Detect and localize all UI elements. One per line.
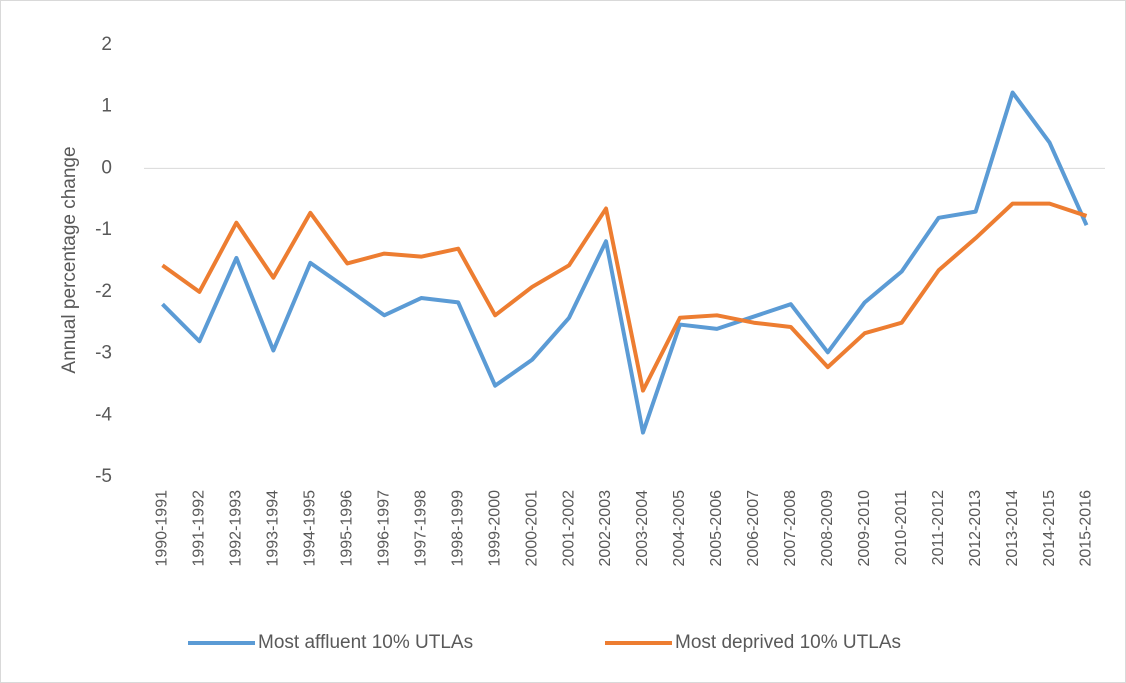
y-tick-label: -5 bbox=[95, 466, 112, 487]
x-tick-label: 2012-2013 bbox=[967, 490, 984, 567]
y-tick-label: -2 bbox=[95, 281, 112, 302]
x-tick-label: 1998-1999 bbox=[449, 490, 466, 567]
x-tick-label: 2006-2007 bbox=[745, 490, 762, 567]
y-tick-label: 0 bbox=[101, 157, 112, 178]
x-tick-label: 2002-2003 bbox=[597, 490, 614, 567]
x-tick-label: 2011-2012 bbox=[930, 490, 947, 565]
y-tick-label: 1 bbox=[101, 96, 112, 117]
x-tick-label: 1994-1995 bbox=[302, 490, 319, 567]
legend-label: Most deprived 10% UTLAs bbox=[675, 632, 901, 653]
line-series bbox=[161, 90, 1089, 435]
x-tick-label: 2009-2010 bbox=[856, 490, 873, 567]
x-tick-label: 1995-1996 bbox=[339, 490, 356, 567]
x-tick-label: 2007-2008 bbox=[782, 490, 799, 567]
x-tick-label: 1997-1998 bbox=[412, 490, 429, 567]
x-tick-label: 2008-2009 bbox=[819, 490, 836, 567]
x-tick-label: 1999-2000 bbox=[486, 490, 503, 567]
x-tick-label: 2001-2002 bbox=[560, 490, 577, 567]
x-tick-label: 1991-1992 bbox=[191, 490, 208, 567]
x-tick-label: 1990-1991 bbox=[154, 490, 171, 567]
x-tick-label: 2003-2004 bbox=[634, 490, 651, 567]
x-tick-label: 1996-1997 bbox=[375, 490, 392, 567]
x-tick-label: 2004-2005 bbox=[671, 490, 688, 567]
x-tick-label: 2000-2001 bbox=[523, 490, 540, 567]
legend-label: Most affluent 10% UTLAs bbox=[258, 632, 473, 653]
line-series bbox=[161, 201, 1088, 393]
y-tick-label: -3 bbox=[95, 343, 112, 364]
x-tick-label: 2014-2015 bbox=[1041, 490, 1058, 567]
x-tick-label: 1992-1993 bbox=[228, 490, 245, 567]
x-tick-label: 2015-2016 bbox=[1078, 490, 1095, 567]
x-tick-label: 2010-2011 bbox=[893, 490, 910, 565]
y-tick-label: 2 bbox=[101, 34, 112, 55]
y-tick-label: -4 bbox=[95, 404, 112, 425]
y-axis-label: Annual percentage change bbox=[59, 146, 80, 373]
x-tick-label: 1993-1994 bbox=[265, 490, 282, 567]
x-tick-label: 2005-2006 bbox=[708, 490, 725, 567]
x-tick-label: 2013-2014 bbox=[1004, 490, 1021, 567]
y-tick-label: -1 bbox=[95, 219, 112, 240]
